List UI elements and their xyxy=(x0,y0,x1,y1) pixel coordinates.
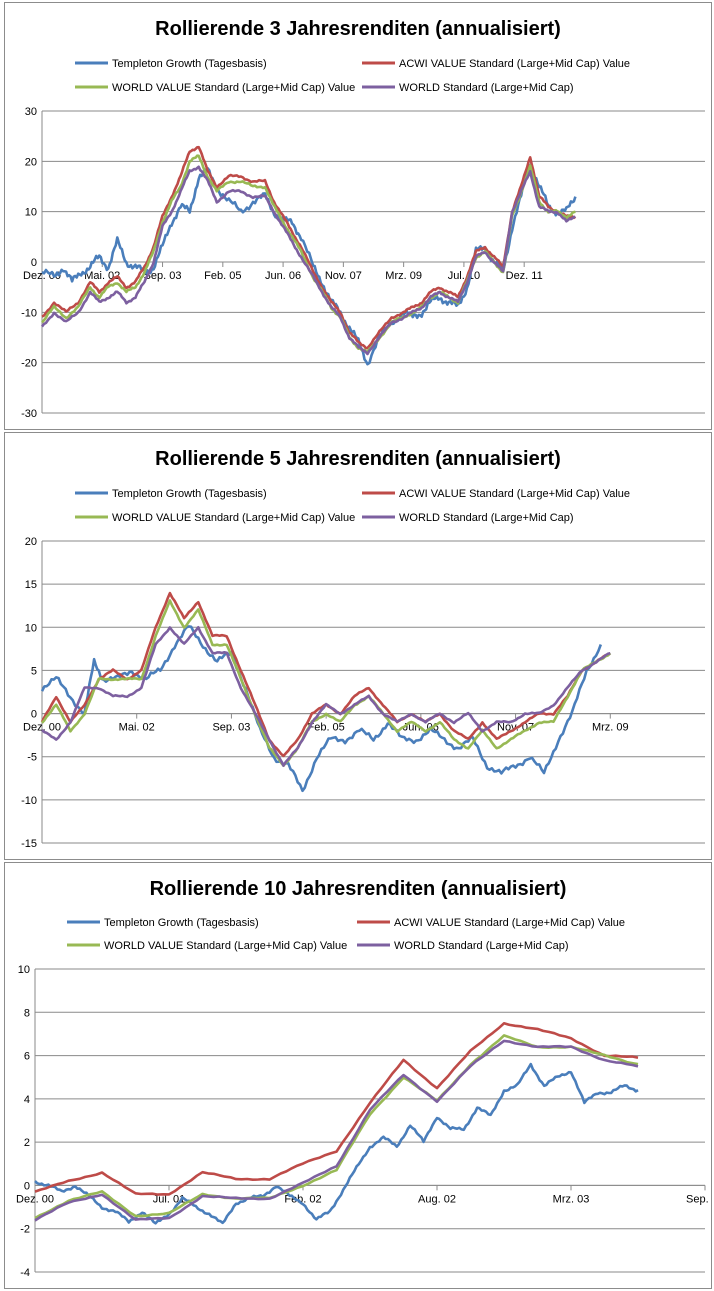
chart-panel-3y: Rollierende 3 Jahresrenditen (annualisie… xyxy=(4,2,712,430)
series-line-2 xyxy=(34,1034,639,1220)
x-tick-label: Sep. 03 xyxy=(686,1193,711,1205)
legend-label-templeton: Templeton Growth (Tagesbasis) xyxy=(104,917,259,929)
legend-label-world: WORLD Standard (Large+Mid Cap) xyxy=(399,512,574,524)
x-tick-label: Dez. 00 xyxy=(23,722,61,734)
y-tick-label: -30 xyxy=(21,408,37,420)
x-tick-label: Jun. 06 xyxy=(265,270,301,282)
series-line-1 xyxy=(41,145,577,350)
plot-area: 20 15 10 5 0 -5 -10 -15 Dez. 00 Mai. 02 Sep. 03 Feb… xyxy=(21,536,705,850)
y-tick-label: 2 xyxy=(24,1137,30,1149)
chart-3y-svg: Rollierende 3 Jahresrenditen (annualisie… xyxy=(21,18,705,420)
y-tick-label: 10 xyxy=(25,622,37,634)
y-tick-label: 0 xyxy=(31,257,37,269)
y-tick-label: 10 xyxy=(25,207,37,219)
legend-label-world-value: WORLD VALUE Standard (Large+Mid Cap) Val… xyxy=(104,940,347,952)
x-tick-label: Mrz. 09 xyxy=(385,270,422,282)
series-line-2 xyxy=(41,599,612,768)
x-tick-label: Nov. 07 xyxy=(325,270,362,282)
y-tick-label: 6 xyxy=(24,1051,30,1063)
legend-label-acwi-value: ACWI VALUE Standard (Large+Mid Cap) Valu… xyxy=(399,488,630,500)
series-line-0 xyxy=(40,625,603,793)
y-tick-label: 20 xyxy=(25,156,37,168)
legend: Templeton Growth (Tagesbasis) ACWI VALUE… xyxy=(67,917,625,952)
y-tick-label: 0 xyxy=(24,1180,30,1192)
legend-label-world: WORLD Standard (Large+Mid Cap) xyxy=(399,82,574,94)
y-tick-label: 5 xyxy=(31,665,37,677)
y-tick-label: -5 xyxy=(27,752,37,764)
series-line-0 xyxy=(34,1062,639,1225)
x-tick-label: Aug. 02 xyxy=(418,1193,456,1205)
chart-panel-10y: Rollierende 10 Jahresrenditen (annualisi… xyxy=(4,862,712,1289)
legend-label-templeton: Templeton Growth (Tagesbasis) xyxy=(112,488,267,500)
series-line-3 xyxy=(41,626,611,767)
series-line-3 xyxy=(40,165,576,356)
legend: Templeton Growth (Tagesbasis) ACWI VALUE… xyxy=(75,488,630,524)
x-tick-label: Mrz. 03 xyxy=(553,1193,590,1205)
chart-10y-svg: Rollierende 10 Jahresrenditen (annualisi… xyxy=(16,878,711,1279)
legend-label-world-value: WORLD VALUE Standard (Large+Mid Cap) Val… xyxy=(112,82,355,94)
y-tick-label: 0 xyxy=(31,709,37,721)
y-tick-label: -2 xyxy=(20,1224,30,1236)
y-tick-label: 20 xyxy=(25,536,37,548)
series-line-3 xyxy=(34,1039,639,1222)
x-tick-label: Dez. 11 xyxy=(506,270,543,282)
chart-title: Rollierende 10 Jahresrenditen (annualisi… xyxy=(150,878,567,900)
legend: Templeton Growth (Tagesbasis) ACWI VALUE… xyxy=(75,58,630,94)
x-tick-label: Mai. 02 xyxy=(119,722,155,734)
x-tick-label: Jul. 10 xyxy=(448,270,480,282)
legend-label-acwi-value: ACWI VALUE Standard (Large+Mid Cap) Valu… xyxy=(394,917,625,929)
x-tick-label: Mrz. 09 xyxy=(592,722,629,734)
x-tick-label: Feb. 05 xyxy=(307,722,344,734)
x-tick-label: Sep. 03 xyxy=(144,270,182,282)
legend-label-acwi-value: ACWI VALUE Standard (Large+Mid Cap) Valu… xyxy=(399,58,630,70)
legend-label-templeton: Templeton Growth (Tagesbasis) xyxy=(112,58,267,70)
y-tick-label: -20 xyxy=(21,358,37,370)
x-tick-label: Mai. 02 xyxy=(84,270,120,282)
legend-label-world-value: WORLD VALUE Standard (Large+Mid Cap) Val… xyxy=(112,512,355,524)
x-tick-label: Dez. 00 xyxy=(16,1193,54,1205)
y-tick-label: -15 xyxy=(21,838,37,850)
y-tick-label: 10 xyxy=(18,964,30,976)
chart-5y-svg: Rollierende 5 Jahresrenditen (annualisie… xyxy=(21,448,705,850)
legend-label-world: WORLD Standard (Large+Mid Cap) xyxy=(394,940,569,952)
y-tick-label: 30 xyxy=(25,106,37,118)
x-tick-label: Sep. 03 xyxy=(212,722,250,734)
chart-panel-5y: Rollierende 5 Jahresrenditen (annualisie… xyxy=(4,432,712,860)
y-tick-label: -10 xyxy=(21,307,37,319)
y-tick-label: 8 xyxy=(24,1007,30,1019)
y-tick-label: 4 xyxy=(24,1094,30,1106)
chart-title: Rollierende 5 Jahresrenditen (annualisie… xyxy=(155,448,561,470)
series-line-1 xyxy=(34,1022,639,1196)
y-tick-label: -4 xyxy=(20,1267,30,1279)
y-tick-label: 15 xyxy=(25,579,37,591)
y-tick-label: -10 xyxy=(21,795,37,807)
x-tick-label: Jul. 01 xyxy=(153,1193,185,1205)
chart-title: Rollierende 3 Jahresrenditen (annualisie… xyxy=(155,18,561,40)
x-tick-label: Feb. 05 xyxy=(204,270,241,282)
